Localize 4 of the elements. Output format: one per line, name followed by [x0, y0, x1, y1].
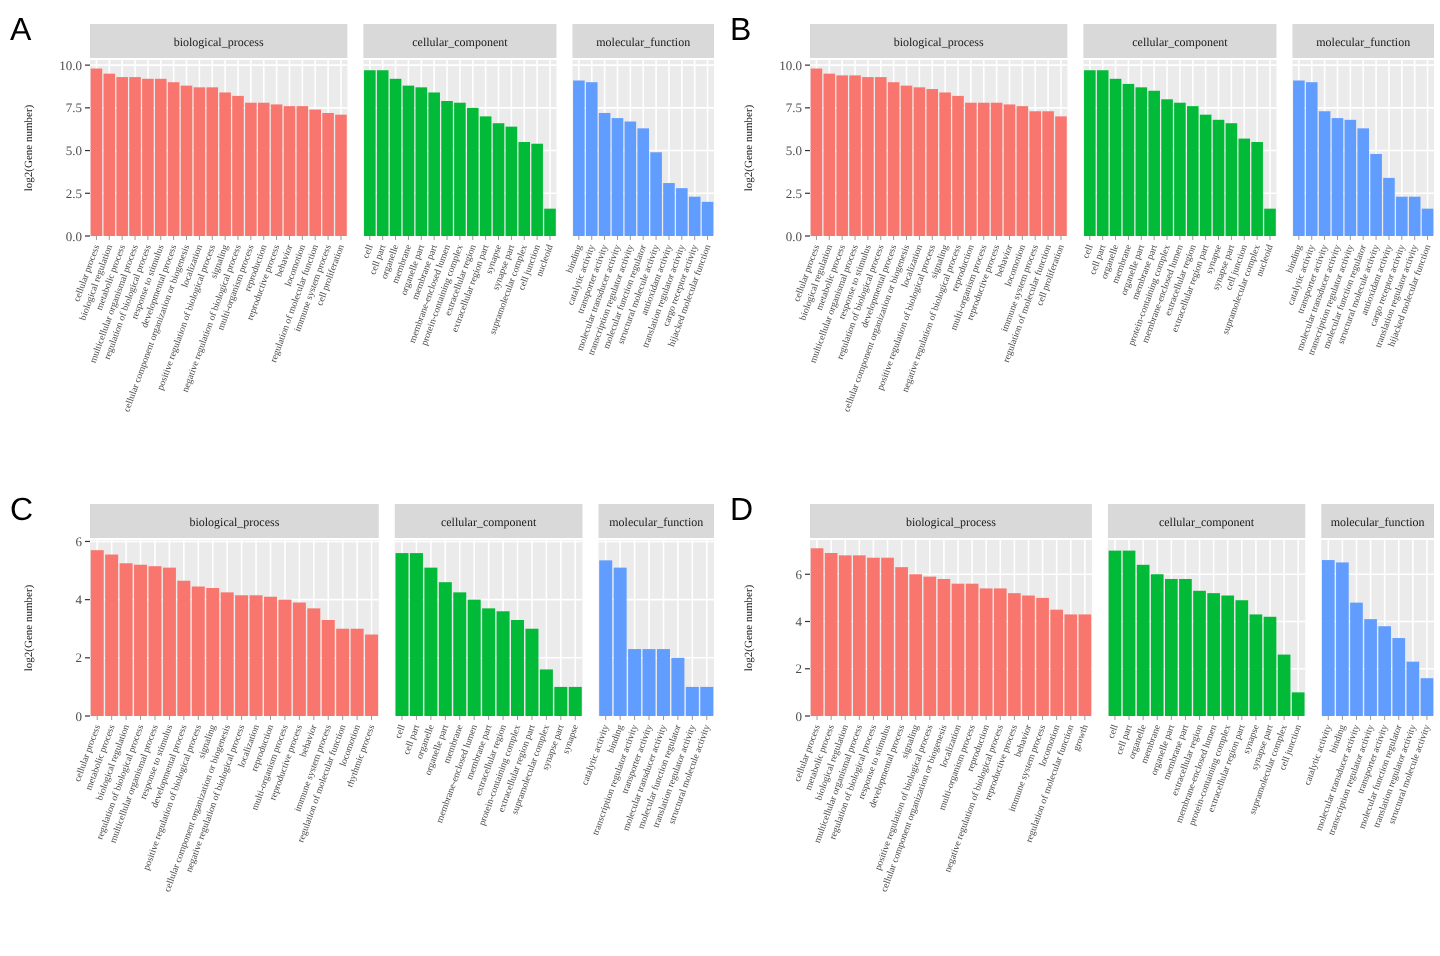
text: A: [10, 14, 32, 48]
text: D: [730, 494, 754, 528]
text: B: [730, 14, 752, 48]
text: C: [10, 494, 34, 528]
